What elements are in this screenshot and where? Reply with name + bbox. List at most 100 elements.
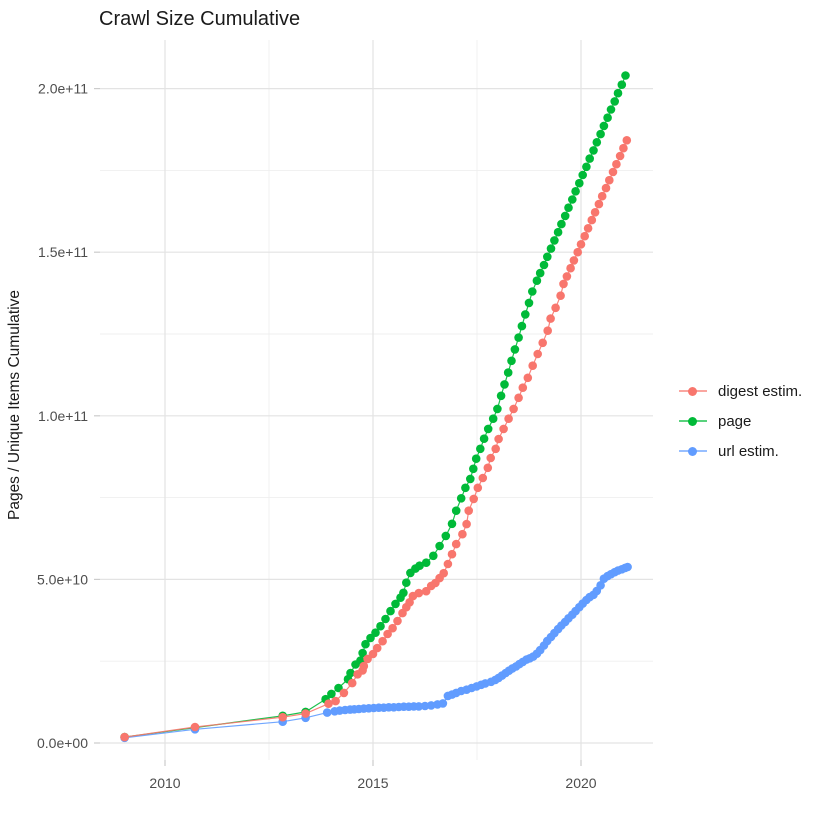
data-point (594, 199, 604, 209)
data-point (514, 333, 523, 342)
data-point (421, 558, 431, 567)
data-point (533, 349, 542, 359)
data-point (521, 310, 530, 319)
data-point (471, 454, 481, 464)
y-axis-title: Pages / Unique Items Cumulative (6, 289, 23, 521)
data-point (466, 474, 475, 484)
data-point (461, 483, 470, 493)
data-point (587, 215, 597, 225)
data-point (339, 688, 349, 698)
data-point (582, 162, 591, 172)
data-point (613, 88, 623, 98)
data-point (120, 732, 129, 742)
data-point (479, 434, 489, 444)
data-point (451, 506, 461, 515)
data-point (623, 562, 632, 572)
x-tick-label: 2015 (357, 775, 388, 791)
data-point (573, 247, 582, 257)
legend-item-digest-estim: digest estim. (678, 376, 802, 406)
legend-dot-swatch (688, 386, 697, 396)
data-point (576, 240, 586, 249)
data-point (550, 236, 559, 245)
data-point (447, 519, 457, 529)
data-point (414, 588, 424, 598)
data-point (551, 303, 560, 313)
data-point (592, 138, 602, 147)
data-point (420, 701, 430, 711)
data-point (509, 404, 518, 414)
legend-label: url estim. (718, 442, 779, 460)
data-point (190, 722, 200, 732)
data-point (504, 414, 513, 424)
data-point (615, 151, 625, 161)
data-point (538, 338, 547, 348)
data-point (462, 519, 471, 529)
data-point (566, 263, 575, 273)
data-point (546, 244, 556, 253)
data-point (599, 121, 609, 131)
data-point (331, 696, 340, 706)
data-point (358, 648, 367, 658)
data-point (619, 143, 628, 153)
data-point (596, 129, 605, 139)
data-point (596, 581, 605, 590)
series-points-digest-estim- (120, 136, 632, 742)
data-point (359, 661, 369, 671)
data-point (327, 689, 336, 699)
data-point (496, 391, 506, 401)
data-point (606, 105, 616, 114)
data-point (590, 208, 600, 217)
data-point (514, 393, 523, 403)
data-point (523, 373, 533, 383)
data-point (612, 159, 621, 169)
data-point (559, 279, 568, 289)
data-point (556, 291, 565, 301)
data-point (429, 551, 438, 561)
series-points-page (120, 71, 630, 742)
data-point (478, 473, 488, 483)
data-point (346, 668, 355, 678)
data-point (601, 183, 611, 193)
data-point (491, 444, 501, 454)
data-point (518, 383, 528, 393)
data-point (621, 71, 630, 80)
data-point (560, 211, 570, 221)
legend-item-page: page (678, 406, 802, 436)
data-point (583, 224, 593, 233)
data-point (564, 203, 573, 212)
data-point (402, 578, 411, 587)
y-tick-label: 2.0e+11 (38, 81, 88, 97)
data-point (500, 380, 509, 389)
data-point (597, 191, 607, 201)
data-point (278, 712, 288, 722)
data-point (610, 97, 619, 106)
data-point (438, 699, 448, 708)
data-point (539, 260, 549, 270)
data-point (483, 463, 493, 473)
data-point (517, 321, 527, 331)
data-point (393, 616, 402, 626)
data-point (391, 599, 400, 609)
data-point (510, 345, 520, 354)
data-point (415, 561, 424, 570)
data-point (603, 113, 612, 122)
data-point (503, 368, 513, 377)
data-point (361, 639, 370, 649)
series-points-url-estim- (120, 562, 632, 743)
data-point (443, 559, 453, 569)
data-point (469, 464, 478, 474)
x-tick-label: 2010 (149, 775, 180, 791)
data-point (372, 643, 382, 653)
data-point (571, 187, 580, 196)
data-point (585, 154, 594, 163)
data-point (524, 298, 534, 308)
data-point (499, 424, 508, 434)
data-point (381, 614, 390, 624)
y-tick-label: 1.0e+11 (38, 408, 88, 424)
legend: digest estim. page url estim. (678, 376, 802, 466)
data-point (435, 541, 444, 551)
legend-key-icon (678, 415, 708, 427)
data-point (578, 170, 587, 180)
legend-dot-swatch (688, 446, 697, 456)
